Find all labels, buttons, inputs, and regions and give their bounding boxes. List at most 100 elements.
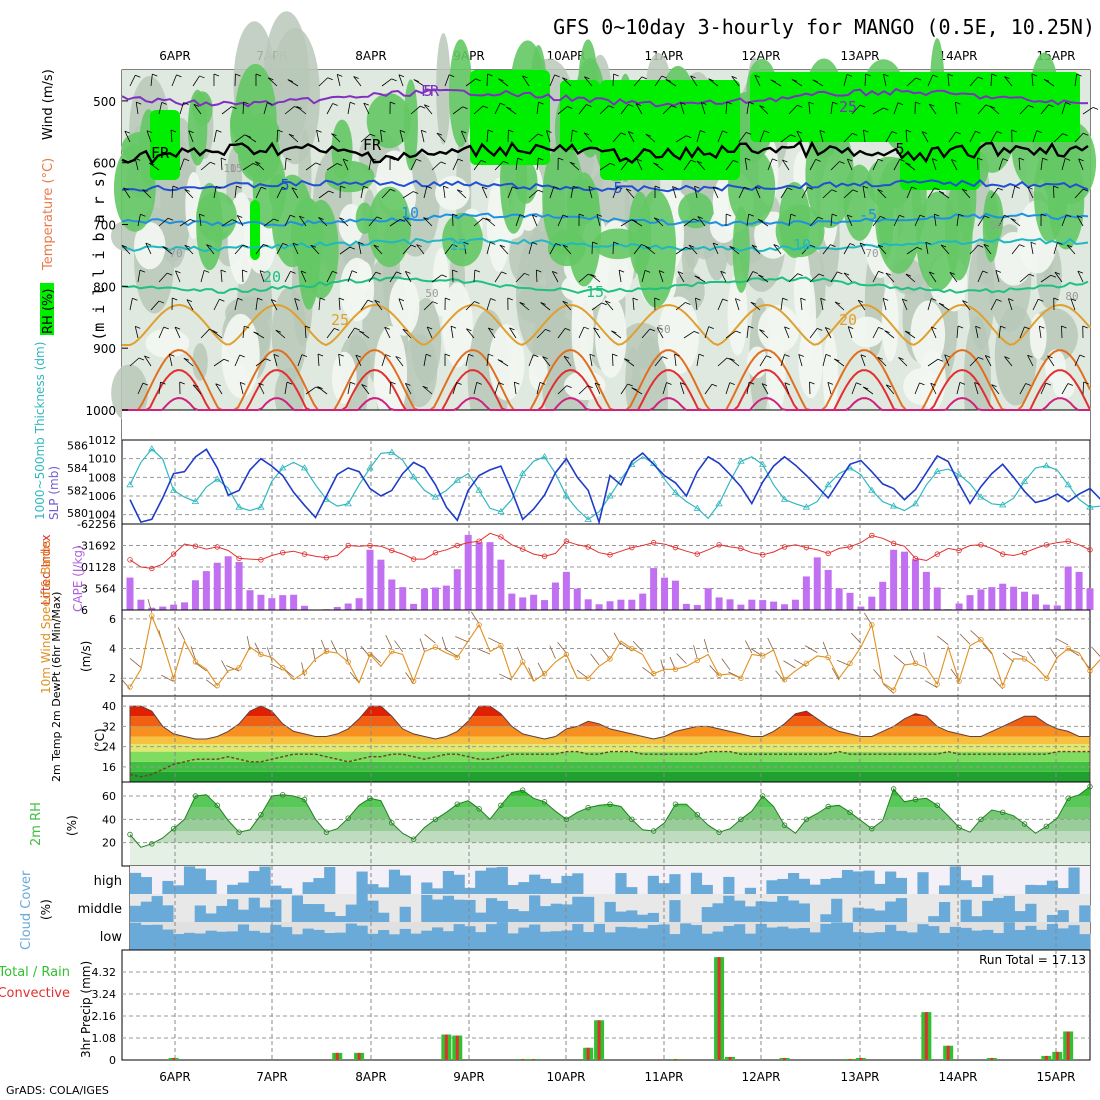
- lifted-index-series-point: [760, 552, 766, 558]
- cape-bar: [846, 592, 854, 610]
- wind-barb-flag: [899, 159, 905, 162]
- rh-line-point: [1000, 809, 1006, 816]
- rh-shade-green: [542, 142, 585, 256]
- wind-barb: [171, 74, 177, 87]
- wind-barb-flag: [1010, 218, 1016, 221]
- profile-panel: 5FR510152025FR5101520255FR-5101550505070…: [40, 11, 1099, 458]
- wind-barb: [954, 102, 958, 115]
- surface-wind-barb: [669, 656, 676, 671]
- wind-speed-series-point: [1043, 675, 1050, 681]
- wind-barb: [255, 358, 266, 367]
- wind-barb-flag: [410, 244, 417, 248]
- wind-barb: [784, 326, 790, 339]
- wind-barb-flag: [984, 215, 990, 219]
- wind-speed-series-point: [672, 666, 679, 673]
- rh-shade-green: [303, 199, 339, 299]
- cape-bar: [650, 568, 658, 610]
- thickness-series-point: [715, 500, 723, 507]
- wind-barb: [654, 75, 663, 87]
- cloud-bar: [572, 873, 584, 894]
- wind-barb-flag: [475, 78, 481, 82]
- wind-barb: [513, 382, 517, 395]
- wind-speed-series: [129, 614, 1100, 691]
- lifted-index-series-point: [847, 544, 853, 550]
- wind-barb: [423, 354, 427, 367]
- wind-barb-flag: [578, 213, 585, 217]
- cape-bar: [377, 559, 385, 610]
- wind-barb: [259, 270, 265, 283]
- wind-barb-flag: [644, 270, 651, 273]
- cape-bar: [1064, 566, 1072, 610]
- wind-barb-flag: [405, 383, 411, 386]
- wind-barb: [822, 244, 831, 255]
- wind-barb-flag: [726, 101, 733, 105]
- wind-barb: [809, 159, 816, 171]
- temp-band: [130, 771, 1090, 782]
- axis-tick: 3.24: [92, 988, 117, 1001]
- wind-barb: [662, 382, 667, 395]
- rh-line-point: [738, 816, 744, 823]
- wind-barb: [990, 299, 997, 311]
- wind-barb: [486, 298, 491, 311]
- cloud-bar: [496, 866, 508, 894]
- wind-barb-flag: [1070, 298, 1077, 302]
- wind-barb-flag: [514, 381, 520, 385]
- wind-barb: [905, 162, 916, 171]
- wind-barb-flag: [532, 214, 538, 218]
- wind-barb-flag: [748, 381, 755, 385]
- precip-convective-bar: [848, 1058, 852, 1060]
- wind-speed-series-point: [760, 653, 766, 659]
- cloud-bar: [1003, 895, 1015, 922]
- wind-barb-flag: [929, 271, 935, 275]
- wind-barb-flag: [834, 358, 840, 362]
- wind-barb: [905, 273, 916, 283]
- cloud-bar: [507, 884, 519, 894]
- cloud-bar: [270, 924, 282, 950]
- wind-speed-series-point: [236, 665, 242, 671]
- wind-barb: [824, 327, 832, 339]
- rh-shade-bright: [250, 200, 260, 260]
- isotherm-minus5: [121, 87, 1089, 108]
- cloud-bar: [992, 933, 1005, 950]
- rh-shade-green: [234, 63, 277, 178]
- wind-barb: [653, 217, 664, 227]
- wind-barb-flag: [957, 325, 964, 329]
- thickness-series-point: [366, 464, 374, 471]
- cloud-bar: [1046, 914, 1059, 922]
- contour-label: 10: [793, 236, 811, 254]
- wind-barb-flag: [636, 158, 642, 162]
- wind-barb-flag: [152, 73, 158, 77]
- precip-convective-bar: [597, 1020, 601, 1060]
- wind-barb: [360, 186, 364, 199]
- wind-barb-flag: [282, 186, 288, 190]
- wind-barb: [288, 133, 299, 143]
- wind-barb-flag: [145, 242, 152, 246]
- wind-barb: [234, 244, 244, 255]
- cloud-bar: [669, 934, 681, 950]
- wind-barb-flag: [448, 74, 455, 78]
- wind-barb-flag: [787, 187, 793, 191]
- wind-barb-flag: [735, 298, 741, 301]
- wind-barb: [859, 242, 866, 255]
- cloud-bar: [626, 927, 638, 950]
- wind-barb-flag: [139, 269, 146, 273]
- wind-barb-flag: [487, 129, 494, 133]
- lifted-index-series-point: [563, 538, 570, 544]
- precip-convective-bar: [532, 1058, 536, 1060]
- cloud-bar: [766, 927, 778, 950]
- wind-barb: [680, 102, 685, 115]
- wind-barb-flag: [524, 272, 530, 276]
- wind-barb-flag: [934, 187, 940, 191]
- rh-shade-green: [916, 191, 960, 291]
- cloud-bar: [636, 914, 649, 922]
- lifted-index-series-point: [934, 551, 940, 557]
- wind-barb-flag: [592, 241, 598, 245]
- wind-barb: [977, 270, 984, 283]
- surface-wind-barb: [693, 645, 698, 659]
- wind-barb: [1061, 383, 1069, 395]
- wind-barb: [809, 328, 818, 339]
- cloud-bar: [259, 866, 271, 894]
- surface-wind-barb: [120, 678, 131, 690]
- wind-speed-series-point: [1065, 645, 1071, 652]
